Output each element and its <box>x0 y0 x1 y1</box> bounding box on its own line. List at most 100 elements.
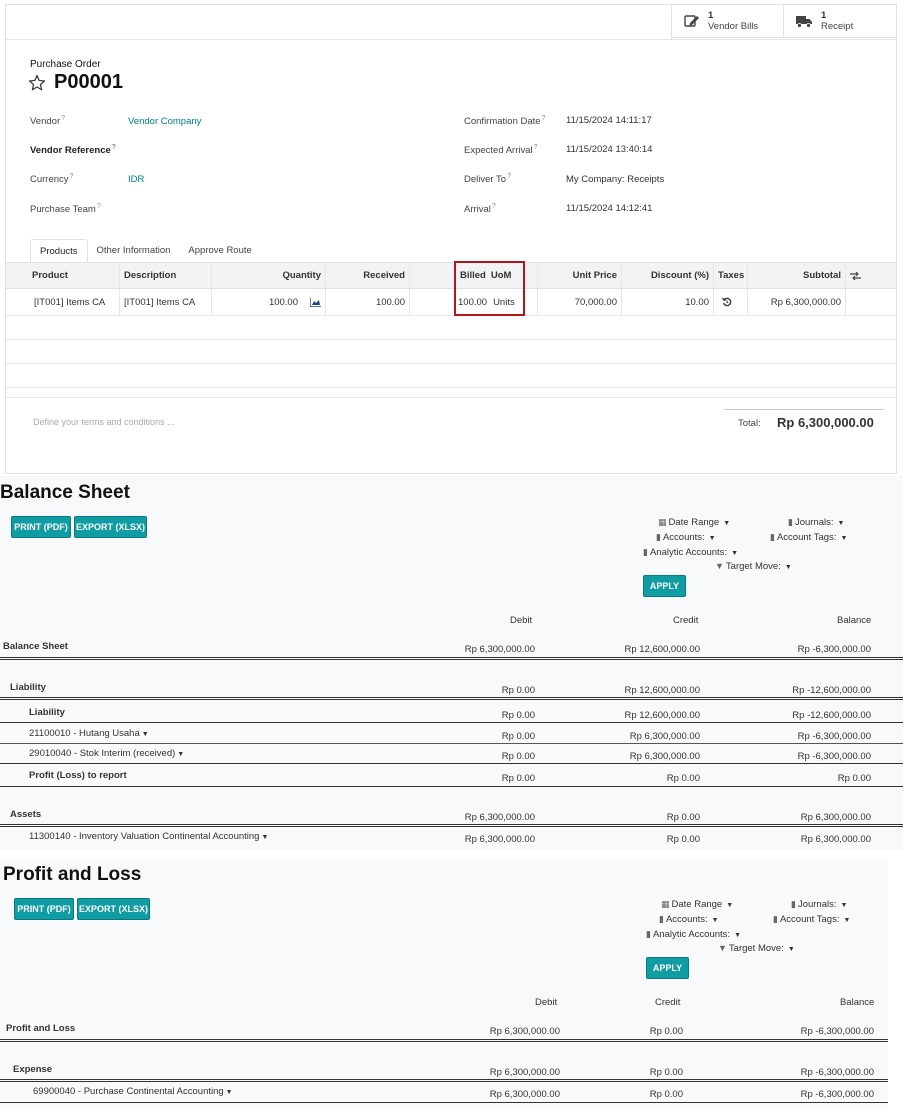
chevron-down-icon: ▼ <box>723 520 731 527</box>
line-subtotal: Rp 6,300,000.00 <box>748 289 846 315</box>
report-row-account-11300140[interactable]: 11300140 - Inventory Valuation Continent… <box>29 831 871 845</box>
balance-header: Balance <box>837 615 872 626</box>
line-description[interactable]: [IT001] Items CA <box>120 289 212 315</box>
receipt-button[interactable]: 1 Receipt <box>784 5 896 38</box>
chevron-down-icon: ▼ <box>787 946 795 953</box>
line-unit-price[interactable]: 70,000.00 <box>538 289 622 315</box>
report-row-liability[interactable]: Liability Rp 0.00 Rp 12,600,000.00 Rp -1… <box>10 682 871 696</box>
col-unit-price[interactable]: Unit Price <box>538 263 622 288</box>
col-product[interactable]: Product <box>6 263 120 288</box>
record-title: P00001 <box>54 71 123 93</box>
journals-filter[interactable]: ▮ Journals: ▼ <box>788 517 845 528</box>
date-range-filter[interactable]: ▦ Date Range ▼ <box>658 517 731 528</box>
col-received[interactable]: Received <box>326 263 410 288</box>
accounts-filter[interactable]: ▮ Accounts: ▼ <box>656 532 716 543</box>
accounts-filter[interactable]: ▮ Accounts: ▼ <box>659 914 719 925</box>
debit-header: Debit <box>510 615 533 626</box>
deliver-to-label: Deliver To? <box>464 173 511 186</box>
col-description[interactable]: Description <box>120 263 212 288</box>
vendor-bills-button[interactable]: 1 Vendor Bills <box>672 5 784 38</box>
line-quantity[interactable]: 100.00 <box>268 296 298 308</box>
total-label: Total: <box>738 418 761 429</box>
vendor-bills-label: Vendor Bills <box>708 21 759 32</box>
report-row-assets[interactable]: Assets Rp 6,300,000.00 Rp 0.00 Rp 6,300,… <box>10 809 871 823</box>
col-taxes[interactable]: Taxes <box>714 263 748 288</box>
total-amount: Rp 6,300,000.00 <box>777 415 874 430</box>
expected-arrival-field[interactable]: 11/15/2024 13:40:14 <box>566 144 653 155</box>
line-discount[interactable]: 10.00 <box>622 289 714 315</box>
chevron-down-icon: ▼ <box>840 902 848 909</box>
balance-sheet-report: Balance Sheet PRINT (PDF) EXPORT (XLSX) … <box>0 476 903 850</box>
chevron-down-icon: ▼ <box>711 917 719 924</box>
receipt-count: 1 <box>821 10 827 21</box>
terms-and-conditions-field[interactable]: Define your terms and conditions ... <box>33 417 175 427</box>
analytic-accounts-filter[interactable]: ▮ Analytic Accounts: ▼ <box>646 929 741 940</box>
receipt-label: Receipt <box>821 21 854 32</box>
balance-header: Balance <box>840 997 875 1008</box>
print-pdf-button[interactable]: PRINT (PDF) <box>14 898 74 920</box>
target-move-filter[interactable]: ▼ Target Move: ▼ <box>718 943 795 954</box>
chevron-down-icon: ▼ <box>731 550 738 557</box>
date-range-filter[interactable]: ▦ Date Range ▼ <box>661 899 734 910</box>
row-divider <box>0 697 903 700</box>
tab-other-information[interactable]: Other Information <box>96 245 171 256</box>
forecast-chart-icon[interactable] <box>310 297 321 307</box>
edit-icon <box>684 15 699 27</box>
col-quantity[interactable]: Quantity <box>212 263 326 288</box>
line-uom[interactable]: Units <box>493 296 515 308</box>
report-row-account-21100010[interactable]: 21100010 - Hutang Usaha ▼ Rp 0.00 Rp 6,30… <box>29 728 871 742</box>
chevron-down-icon: ▼ <box>837 520 845 527</box>
report-row-account-69900040[interactable]: 69900040 - Purchase Continental Accounti… <box>33 1086 874 1100</box>
purchase-team-field[interactable] <box>128 203 428 217</box>
report-row-profit-loss-to-report[interactable]: Profit (Loss) to report Rp 0.00 Rp 0.00 … <box>29 770 871 784</box>
journals-filter[interactable]: ▮ Journals: ▼ <box>791 899 848 910</box>
report-row-expense[interactable]: Expense Rp 6,300,000.00 Rp 0.00 Rp -6,30… <box>13 1064 874 1078</box>
optional-columns-toggle[interactable] <box>846 263 868 288</box>
line-billed: 100.00 <box>458 296 488 308</box>
col-subtotal[interactable]: Subtotal <box>748 263 846 288</box>
currency-field[interactable]: IDR <box>128 174 145 185</box>
report-row-profit-and-loss[interactable]: Profit and Loss Rp 6,300,000.00 Rp 0.00 … <box>6 1023 874 1037</box>
tab-approve-route[interactable]: Approve Route <box>188 245 252 256</box>
row-divider <box>0 1102 888 1103</box>
history-icon[interactable] <box>722 297 732 307</box>
deliver-to-field[interactable]: My Company: Receipts <box>566 174 665 185</box>
print-pdf-button[interactable]: PRINT (PDF) <box>11 516 71 538</box>
row-divider <box>0 722 903 723</box>
notebook-tabs: Products Other Information Approve Route <box>30 239 261 263</box>
confirmation-date-field[interactable]: 11/15/2024 14:11:17 <box>566 115 652 126</box>
report-row-account-29010040[interactable]: 29010040 - Stok Interim (received) ▼ Rp 0… <box>29 748 871 762</box>
tab-products[interactable]: Products <box>30 239 88 263</box>
col-discount[interactable]: Discount (%) <box>622 263 714 288</box>
chevron-down-icon: ▼ <box>261 834 269 841</box>
arrival-field[interactable]: 11/15/2024 14:12:41 <box>566 203 653 214</box>
truck-icon <box>796 15 812 28</box>
export-xlsx-button[interactable]: EXPORT (XLSX) <box>74 516 147 538</box>
account-tags-filter[interactable]: ▮ Account Tags: ▼ <box>773 914 851 925</box>
apply-button[interactable]: APPLY <box>643 575 686 597</box>
table-row[interactable]: [IT001] Items CA [IT001] Items CA 100.00… <box>6 289 896 316</box>
report-row-liability-sub[interactable]: Liability Rp 0.00 Rp 12,600,000.00 Rp -1… <box>29 707 871 721</box>
line-received[interactable]: 100.00 <box>326 289 410 315</box>
target-move-filter[interactable]: ▼ Target Move: ▼ <box>715 561 792 572</box>
star-icon[interactable] <box>28 74 46 92</box>
export-xlsx-button[interactable]: EXPORT (XLSX) <box>77 898 150 920</box>
expected-arrival-label: Expected Arrival? <box>464 144 538 157</box>
apply-button[interactable]: APPLY <box>646 957 689 979</box>
filter-icon: ▼ <box>718 943 727 953</box>
vendor-reference-field[interactable] <box>128 144 428 158</box>
empty-row <box>6 316 896 340</box>
analytic-accounts-filter[interactable]: ▮ Analytic Accounts: ▼ <box>643 547 738 558</box>
book-icon: ▮ <box>788 517 793 527</box>
vendor-bills-count: 1 <box>708 10 714 21</box>
col-uom[interactable]: UoM <box>490 270 512 281</box>
chevron-down-icon: ▼ <box>840 535 848 542</box>
report-row-balance-sheet[interactable]: Balance Sheet Rp 6,300,000.00 Rp 12,600,… <box>3 641 871 655</box>
account-tags-filter[interactable]: ▮ Account Tags: ▼ <box>770 532 848 543</box>
purchase-order-form: 1 Vendor Bills 1 Receipt Purchase Order P0… <box>5 4 897 474</box>
vendor-reference-label: Vendor Reference? <box>30 144 117 157</box>
line-product[interactable]: [IT001] Items CA <box>6 289 120 315</box>
vendor-field[interactable]: Vendor Company <box>128 116 202 127</box>
order-lines-header: Product Description Quantity Received Bi… <box>6 262 896 289</box>
col-billed[interactable]: Billed <box>460 270 486 281</box>
